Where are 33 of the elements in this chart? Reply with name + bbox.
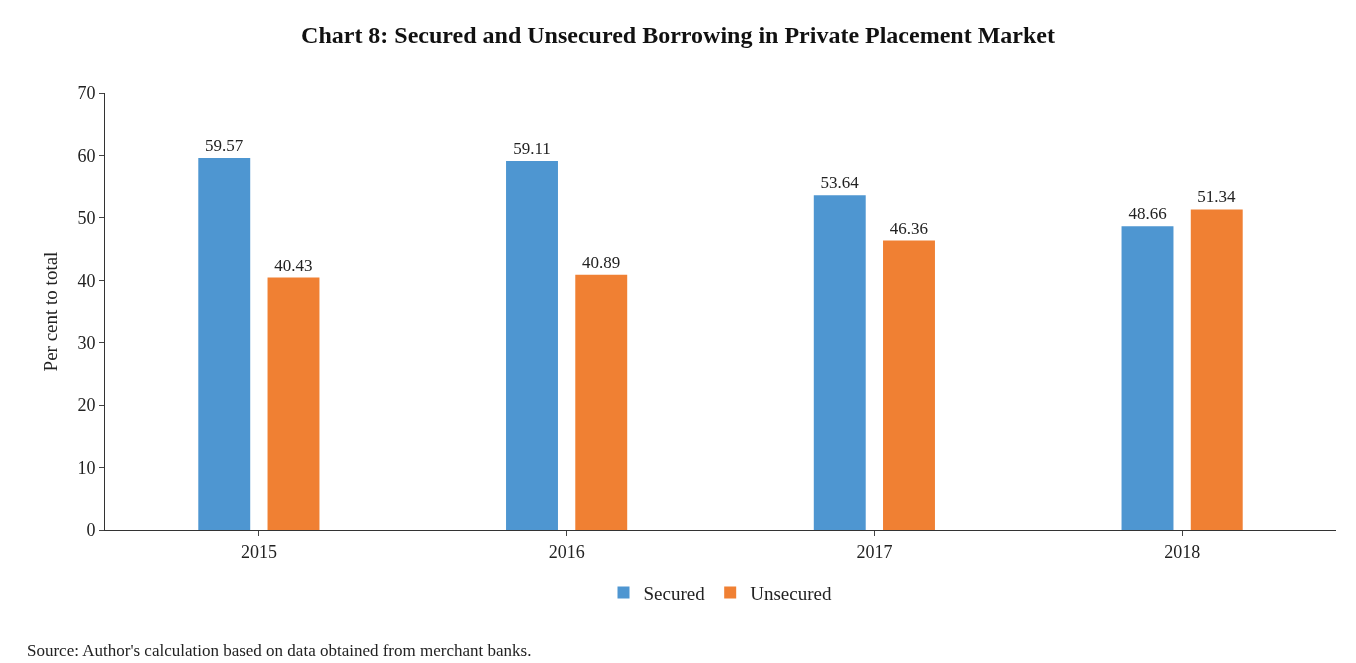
y-tick-label: 40 bbox=[77, 270, 96, 291]
legend-label: Secured bbox=[643, 582, 706, 604]
bar bbox=[575, 274, 628, 530]
bar bbox=[813, 195, 866, 530]
data-label: 59.57 bbox=[204, 136, 244, 156]
data-label: 46.36 bbox=[889, 218, 929, 238]
bar bbox=[267, 277, 320, 530]
x-tick-label: 2017 bbox=[856, 541, 893, 562]
data-label: 40.89 bbox=[582, 252, 621, 272]
x-tick-label: 2015 bbox=[240, 541, 277, 562]
legend-label: Unsecured bbox=[750, 582, 832, 604]
bar bbox=[1121, 226, 1174, 530]
y-axis-title: Per cent to total bbox=[40, 251, 61, 372]
bar bbox=[883, 240, 935, 530]
data-label: 48.66 bbox=[1128, 204, 1167, 224]
y-tick-label: 50 bbox=[77, 208, 96, 229]
y-tick-label: 60 bbox=[77, 145, 96, 166]
y-tick-label: 0 bbox=[86, 520, 96, 541]
bar bbox=[198, 158, 251, 530]
data-label: 51.34 bbox=[1197, 187, 1237, 207]
x-tick-label: 2018 bbox=[1164, 541, 1201, 562]
data-label: 40.43 bbox=[274, 255, 313, 275]
bar bbox=[506, 160, 558, 530]
chart-title: Chart 8: Secured and Unsecured Borrowing in Private Placement Market bbox=[301, 22, 1055, 49]
y-tick-label: 10 bbox=[77, 457, 96, 478]
y-tick-label: 20 bbox=[77, 395, 96, 416]
data-label: 59.11 bbox=[513, 138, 551, 158]
bar bbox=[1190, 209, 1243, 530]
x-tick-label: 2016 bbox=[548, 541, 585, 562]
source-note: Source: Author's calculation based on data obtained from merchant banks. bbox=[27, 641, 532, 660]
y-tick-label: 70 bbox=[77, 83, 96, 104]
data-label: 53.64 bbox=[820, 173, 860, 193]
y-tick-label: 30 bbox=[77, 333, 96, 354]
